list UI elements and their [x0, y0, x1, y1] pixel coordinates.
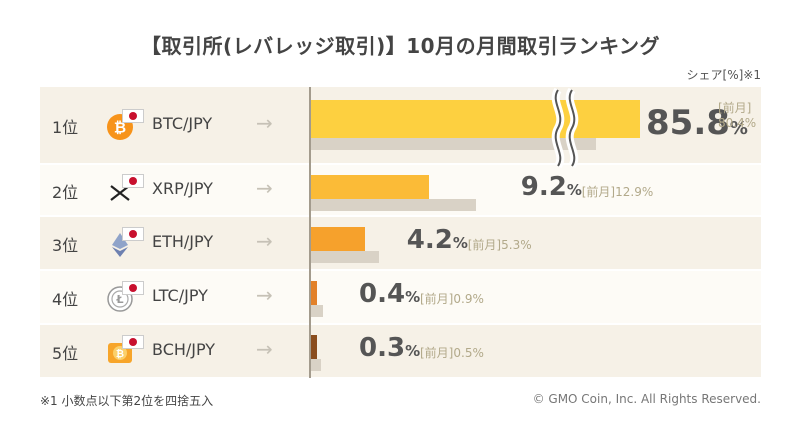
- bar-current: [311, 175, 429, 199]
- axis-break-mark: [551, 88, 579, 168]
- arrow-right-icon: →: [256, 111, 273, 135]
- xrp-icon: [106, 178, 130, 202]
- rank-label: 4位: [52, 290, 79, 309]
- japan-flag-icon: [122, 281, 144, 295]
- bar-previous: [311, 359, 321, 371]
- previous-month-label: [前月]12.9%: [581, 185, 654, 199]
- bar-current: [311, 335, 317, 359]
- value-label: 9.2%: [520, 172, 582, 202]
- pair-label: BCH/JPY: [152, 340, 216, 359]
- previous-month-label: [前月]0.9%: [420, 292, 484, 306]
- arrow-right-icon: →: [256, 283, 273, 307]
- svg-text:Ł: Ł: [115, 293, 123, 306]
- pair-label: BTC/JPY: [152, 114, 213, 133]
- footnote: ※1 小数点以下第2位を四捨五入: [40, 394, 214, 408]
- value-label: 0.3%: [359, 333, 421, 363]
- value-label: 0.4%: [359, 279, 421, 309]
- arrow-right-icon: →: [256, 176, 273, 200]
- chart-title: 【取引所(レバレッジ取引)】10月の月間取引ランキング: [140, 34, 660, 58]
- rank-label: 3位: [52, 236, 79, 255]
- previous-month-label: [前月]5.3%: [467, 238, 532, 252]
- bar-current: [311, 100, 640, 138]
- svg-text:₿: ₿: [114, 119, 126, 137]
- arrow-right-icon: →: [256, 229, 273, 253]
- rank-label: 2位: [52, 183, 79, 202]
- value-label: 85.8%: [646, 103, 748, 143]
- unit-label: シェア[%]※1: [686, 68, 761, 82]
- bar-previous: [311, 305, 323, 317]
- ranking-row: 4位 Ł LTC/JPY →: [40, 271, 761, 323]
- ranking-row: 5位 ₿ BCH/JPY →: [40, 325, 761, 377]
- japan-flag-icon: [122, 335, 144, 349]
- svg-text:₿: ₿: [116, 348, 124, 360]
- pair-label: ETH/JPY: [152, 232, 214, 251]
- copyright: © GMO Coin, Inc. All Rights Reserved.: [532, 392, 761, 406]
- bar-previous: [311, 199, 477, 211]
- bar-previous: [311, 138, 596, 150]
- japan-flag-icon: [122, 174, 144, 188]
- rank-label: 1位: [52, 118, 79, 137]
- bar-current: [311, 227, 365, 251]
- japan-flag-icon: [122, 227, 144, 241]
- previous-month-label: [前月]0.5%: [420, 346, 484, 360]
- ranking-row: 3位 ETH/JPY →: [40, 217, 761, 269]
- pair-label: LTC/JPY: [152, 286, 208, 305]
- previous-month-label: [前月] 80.4%: [718, 101, 757, 130]
- bar-previous: [311, 251, 379, 263]
- axis-line: [309, 87, 311, 378]
- rank-label: 5位: [52, 344, 79, 363]
- pair-label: XRP/JPY: [152, 179, 213, 198]
- japan-flag-icon: [122, 109, 144, 123]
- ethereum-icon: [106, 231, 130, 257]
- ranking-row: 1位 ₿ BTC/JPY →: [40, 87, 761, 163]
- bar-current: [311, 281, 317, 305]
- value-label: 4.2%: [406, 225, 468, 255]
- arrow-right-icon: →: [256, 337, 273, 361]
